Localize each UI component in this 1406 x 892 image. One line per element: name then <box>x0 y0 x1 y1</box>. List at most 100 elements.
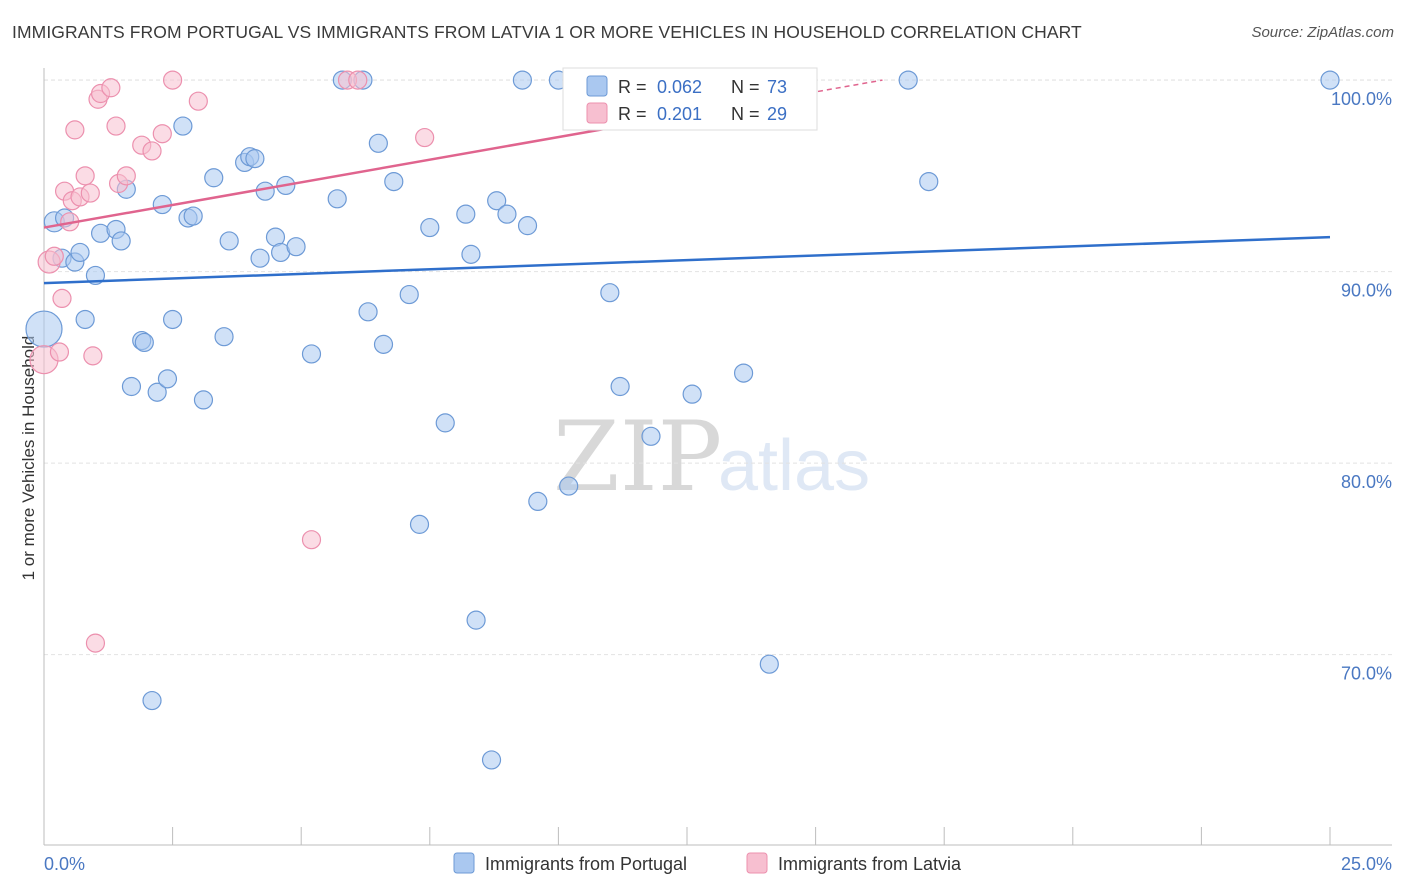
trend-line-latvia <box>43 121 641 229</box>
data-point-portugal <box>759 654 779 674</box>
data-point-latvia <box>65 120 85 140</box>
data-point-portugal <box>183 206 203 226</box>
data-point-portugal <box>399 284 419 305</box>
data-point-portugal <box>487 191 507 211</box>
data-point-portugal <box>142 690 162 711</box>
data-point-latvia <box>301 530 322 550</box>
data-point-latvia <box>44 246 64 266</box>
legend-n-value-latvia: 29 <box>767 104 787 124</box>
source-label: Source: ZipAtlas.com <box>1251 24 1394 41</box>
data-point-portugal <box>286 237 306 257</box>
data-point-portugal <box>733 363 754 383</box>
data-point-portugal <box>121 376 142 397</box>
data-point-portugal <box>600 283 620 303</box>
data-point-latvia <box>80 183 100 203</box>
y-axis-tick-labels: 70.0% 80.0% 90.0% 100.0% <box>1331 89 1392 684</box>
data-point-portugal <box>214 327 234 347</box>
data-point-latvia <box>142 141 162 161</box>
data-point-latvia <box>116 166 136 186</box>
data-point-portugal <box>512 70 532 90</box>
data-point-portugal <box>898 70 918 90</box>
data-point-portugal <box>610 376 630 397</box>
data-point-portugal <box>250 248 270 268</box>
data-point-latvia <box>101 78 121 98</box>
data-point-portugal <box>157 369 178 389</box>
data-point-latvia <box>85 633 106 653</box>
data-point-portugal <box>134 332 154 353</box>
data-point-portugal <box>111 231 131 251</box>
data-point-portugal <box>301 344 322 364</box>
bottom-legend-label-latvia: Immigrants from Latvia <box>778 854 962 874</box>
data-point-latvia <box>106 116 126 136</box>
data-point-latvia <box>49 342 70 362</box>
legend-swatch-latvia <box>586 102 608 124</box>
data-point-portugal <box>75 309 95 330</box>
axes <box>43 68 1392 846</box>
chart-title: IMMIGRANTS FROM PORTUGAL VS IMMIGRANTS F… <box>12 22 1082 42</box>
data-point-portugal <box>368 133 388 153</box>
bottom-legend-swatch-latvia <box>746 852 768 874</box>
data-point-portugal <box>456 204 476 224</box>
data-point-portugal <box>497 204 517 224</box>
legend-r-value-latvia: 0.201 <box>657 104 702 124</box>
data-point-portugal <box>147 382 167 402</box>
y-axis-label: 1 or more Vehicles in Household <box>19 336 38 581</box>
legend-r-value-portugal: 0.062 <box>657 77 702 97</box>
data-point-portugal <box>435 413 455 433</box>
data-point-portugal <box>682 384 702 404</box>
trend-line-portugal <box>43 235 1331 285</box>
data-point-latvia <box>52 288 72 309</box>
bottom-legend: Immigrants from Portugal Immigrants from… <box>453 852 962 874</box>
y-tick-label: 90.0% <box>1341 281 1392 301</box>
data-point-portugal <box>219 231 239 251</box>
data-point-portugal <box>173 116 193 136</box>
data-point-portugal <box>1320 70 1340 90</box>
data-point-portugal <box>641 426 661 446</box>
data-point-portugal <box>163 309 183 330</box>
legend-r-label-latvia: R = <box>618 104 647 124</box>
bottom-legend-swatch-portugal <box>453 852 475 874</box>
legend-n-label-latvia: N = <box>731 104 760 124</box>
data-point-latvia <box>83 346 103 366</box>
data-point-portugal <box>358 302 378 322</box>
data-point-portugal <box>25 310 63 348</box>
data-point-portugal <box>481 750 502 770</box>
data-point-portugal <box>517 216 538 236</box>
data-point-portugal <box>193 390 214 410</box>
data-point-portugal <box>466 610 486 630</box>
x-tick-label-max: 25.0% <box>1341 854 1392 874</box>
data-point-portugal <box>204 168 224 188</box>
y-tick-label: 70.0% <box>1341 664 1392 684</box>
bottom-legend-label-portugal: Immigrants from Portugal <box>485 854 687 874</box>
y-tick-label: 100.0% <box>1331 89 1392 109</box>
y-tick-label: 80.0% <box>1341 472 1392 492</box>
data-point-latvia <box>163 70 183 90</box>
legend-box: R = 0.062 N = 73 R = 0.201 N = 29 <box>562 67 818 131</box>
data-point-latvia <box>348 70 368 90</box>
data-point-portugal <box>384 171 404 192</box>
x-axis-ticks <box>43 827 1331 845</box>
legend-n-label-portugal: N = <box>731 77 760 97</box>
data-point-portugal <box>409 514 430 534</box>
data-point-portugal <box>245 149 265 169</box>
watermark-atlas: atlas <box>718 426 870 506</box>
data-point-latvia <box>75 166 95 186</box>
data-point-portugal <box>461 244 481 264</box>
data-point-portugal <box>255 181 275 201</box>
data-point-portugal <box>327 189 347 209</box>
data-point-portugal <box>528 491 548 511</box>
legend-n-value-portugal: 73 <box>767 77 787 97</box>
data-point-latvia <box>415 127 435 148</box>
legend-r-label-portugal: R = <box>618 77 647 97</box>
watermark-zip: ZIP <box>553 401 722 513</box>
data-point-latvia <box>188 91 208 111</box>
data-point-portugal <box>420 217 440 238</box>
data-point-portugal <box>373 334 394 354</box>
data-point-portugal <box>559 476 579 496</box>
data-point-latvia <box>152 124 172 144</box>
data-point-portugal <box>919 171 939 192</box>
series-latvia-points <box>29 70 435 653</box>
x-tick-label-min: 0.0% <box>44 854 85 874</box>
legend-swatch-portugal <box>586 75 608 97</box>
